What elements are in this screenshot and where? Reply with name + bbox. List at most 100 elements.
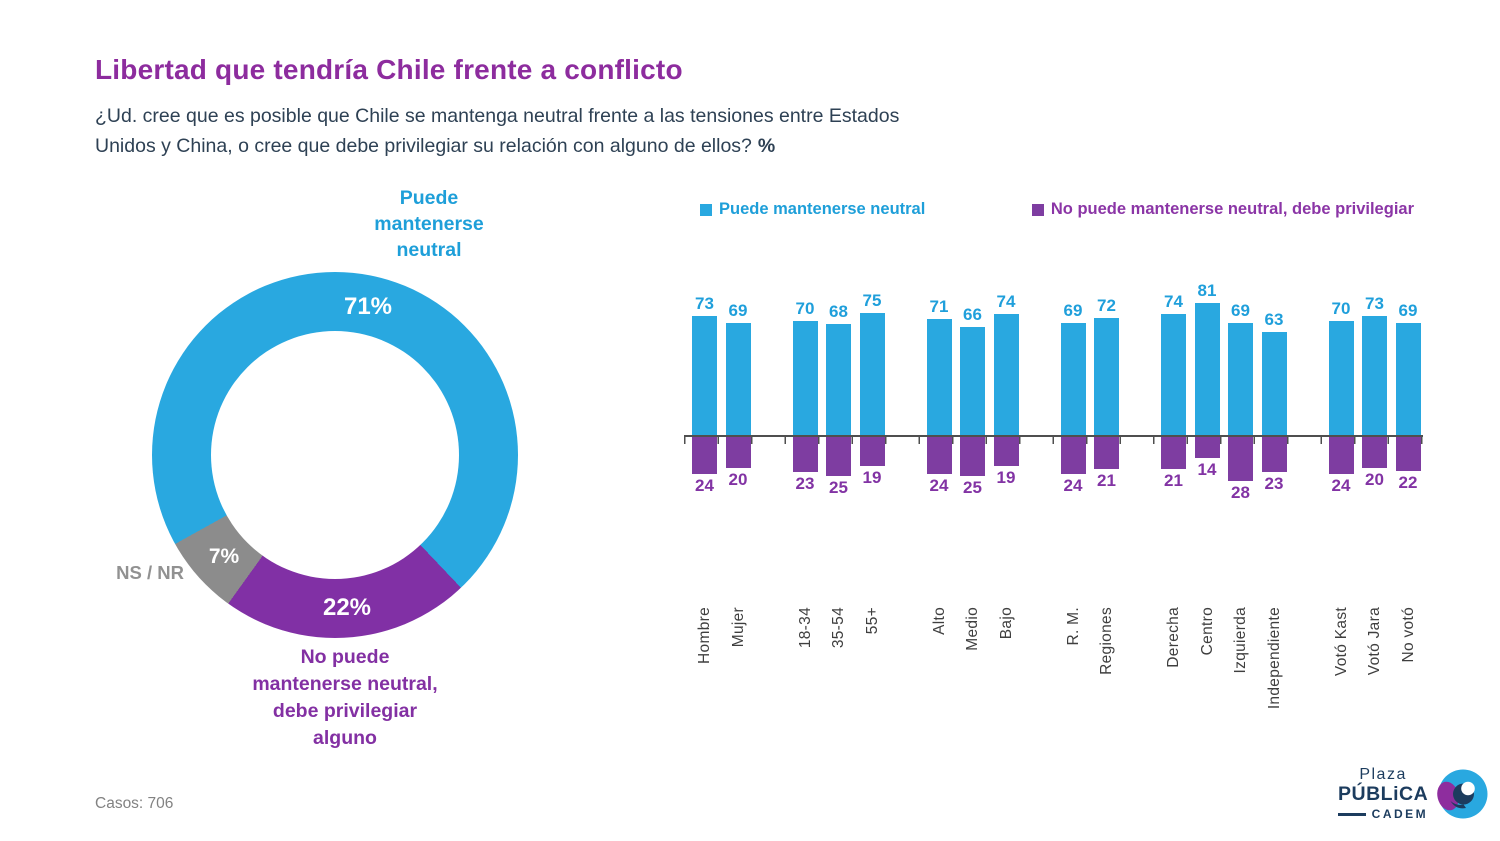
plaza-publica-swirl-icon bbox=[1437, 769, 1488, 818]
donut-value-no-neutral: 22% bbox=[322, 594, 372, 621]
above-axis-area: 66 bbox=[960, 275, 985, 435]
category-label-group: Votó Kast Votó Jara No votó bbox=[1329, 607, 1421, 772]
neutral-bar bbox=[1161, 314, 1186, 435]
neutral-value-label: 72 bbox=[1097, 295, 1116, 315]
category-label: Votó Jara bbox=[1366, 607, 1383, 676]
below-axis-area: 22 bbox=[1395, 435, 1421, 492]
donut-hole bbox=[211, 331, 459, 579]
x-axis-line bbox=[684, 435, 1423, 437]
logo-cadem-text: CADEM bbox=[1371, 807, 1429, 821]
bar-column: 69 20 bbox=[725, 275, 751, 495]
no-neutral-value-label: 20 bbox=[728, 469, 748, 489]
x-axis-ticks bbox=[684, 436, 1423, 444]
below-axis-area: 24 bbox=[692, 435, 717, 495]
donut-label-nsnr: NS / NR bbox=[116, 562, 184, 583]
no-neutral-value-label: 28 bbox=[1231, 482, 1250, 502]
category-label: No votó bbox=[1399, 607, 1417, 663]
category-label: Centro bbox=[1198, 607, 1216, 656]
below-axis-area: 25 bbox=[960, 435, 985, 497]
bar-column: 69 22 bbox=[1395, 275, 1421, 495]
neutral-bar bbox=[1094, 317, 1119, 435]
category-label-cell: 18-34 bbox=[793, 607, 818, 772]
bar-column: 69 28 bbox=[1228, 275, 1253, 502]
bar-column: 70 23 bbox=[792, 275, 818, 497]
below-axis-area: 25 bbox=[826, 435, 851, 497]
survey-question-unit: % bbox=[757, 135, 776, 157]
category-labels-row: Hombre Mujer 18-34 35-54 55+ Alto Medio Bajo R. … bbox=[692, 607, 1421, 772]
neutral-value-label: 73 bbox=[695, 294, 714, 314]
brand-logo: Plaza PÚBLiCA CADEM bbox=[1338, 766, 1488, 821]
category-label: R. M. bbox=[1064, 607, 1082, 646]
neutral-bar bbox=[926, 319, 952, 435]
below-axis-area: 23 bbox=[792, 435, 818, 493]
no-neutral-value-label: 23 bbox=[1264, 474, 1284, 494]
neutral-value-label: 69 bbox=[1063, 300, 1083, 320]
bar-column: 66 25 bbox=[960, 275, 985, 497]
neutral-bar bbox=[692, 316, 717, 435]
neutral-value-label: 70 bbox=[795, 298, 815, 318]
bar-column: 73 24 bbox=[692, 275, 717, 495]
category-label: Derecha bbox=[1165, 607, 1182, 668]
category-label-cell: No votó bbox=[1396, 607, 1421, 772]
category-label: Alto bbox=[930, 607, 948, 635]
donut-label-no-neutral: No puede mantenerse neutral, debe privil… bbox=[252, 646, 438, 749]
survey-question-text: ¿Ud. cree que es posible que Chile se ma… bbox=[95, 105, 900, 157]
above-axis-area: 73 bbox=[692, 275, 717, 435]
logo-plaza-text: Plaza bbox=[1359, 766, 1407, 783]
bar-column: 74 19 bbox=[993, 275, 1019, 497]
neutral-bar bbox=[859, 312, 885, 435]
above-axis-area: 63 bbox=[1261, 275, 1287, 435]
category-label: Independiente bbox=[1265, 607, 1283, 710]
above-axis-area: 74 bbox=[993, 275, 1019, 435]
brand-logo-text: Plaza PÚBLiCA CADEM bbox=[1338, 766, 1428, 821]
above-axis-area: 70 bbox=[1328, 275, 1354, 435]
no-neutral-value-label: 24 bbox=[929, 476, 949, 496]
bar-column: 68 25 bbox=[826, 275, 851, 497]
legend-label-neutral: Puede mantenerse neutral bbox=[719, 200, 926, 218]
logo-publica-text: PÚBLiCA bbox=[1338, 783, 1429, 805]
neutral-value-label: 70 bbox=[1331, 298, 1351, 318]
legend-swatch-no-neutral bbox=[1031, 204, 1044, 216]
neutral-bar bbox=[1362, 316, 1387, 435]
category-label-group: R. M. Regiones bbox=[1061, 607, 1120, 772]
bar-column: 75 19 bbox=[859, 275, 885, 497]
neutral-value-label: 66 bbox=[963, 305, 982, 325]
no-neutral-value-label: 14 bbox=[1197, 459, 1217, 479]
no-neutral-value-label: 25 bbox=[829, 477, 848, 497]
survey-question: ¿Ud. cree que es posible que Chile se ma… bbox=[95, 101, 1155, 161]
neutral-value-label: 69 bbox=[1231, 300, 1250, 320]
neutral-bar bbox=[725, 322, 751, 435]
neutral-bar bbox=[960, 327, 985, 435]
category-label-cell: Independiente bbox=[1262, 607, 1287, 772]
bar-group: 69 24 72 21 bbox=[1060, 275, 1119, 495]
category-label-group: Alto Medio Bajo bbox=[927, 607, 1019, 772]
above-axis-area: 68 bbox=[826, 275, 851, 435]
above-axis-area: 74 bbox=[1161, 275, 1186, 435]
bar-group: 70 23 68 25 75 19 bbox=[792, 275, 885, 497]
no-neutral-value-label: 24 bbox=[1331, 476, 1351, 496]
category-label: Medio bbox=[964, 607, 981, 651]
bar-chart-legend: Puede mantenerse neutral No puede manten… bbox=[700, 200, 1414, 219]
legend-item-no-neutral: No puede mantenerse neutral, debe privil… bbox=[1031, 200, 1414, 219]
bar-group: 73 24 69 20 bbox=[692, 275, 751, 495]
category-label-cell: 35-54 bbox=[826, 607, 851, 772]
x-axis bbox=[684, 435, 1423, 444]
category-label-cell: Bajo bbox=[994, 607, 1019, 772]
bar-column: 63 23 bbox=[1261, 275, 1287, 502]
category-label-group: Derecha Centro Izquierda Independiente bbox=[1161, 607, 1287, 772]
neutral-value-label: 81 bbox=[1197, 280, 1217, 300]
category-label-cell: Votó Kast bbox=[1329, 607, 1354, 772]
category-label-cell: 55+ bbox=[860, 607, 885, 772]
category-label: Bajo bbox=[997, 607, 1015, 640]
sample-size: Casos: 706 bbox=[95, 795, 174, 812]
neutral-value-label: 74 bbox=[1164, 292, 1183, 312]
bar-column: 73 20 bbox=[1362, 275, 1387, 495]
category-label: 55+ bbox=[863, 607, 881, 635]
neutral-value-label: 73 bbox=[1365, 294, 1384, 314]
category-label-cell: R. M. bbox=[1061, 607, 1086, 772]
bar-column: 81 14 bbox=[1194, 275, 1220, 502]
bar-column: 72 21 bbox=[1094, 275, 1119, 495]
bar-column: 71 24 bbox=[926, 275, 952, 497]
no-neutral-value-label: 24 bbox=[695, 476, 714, 496]
